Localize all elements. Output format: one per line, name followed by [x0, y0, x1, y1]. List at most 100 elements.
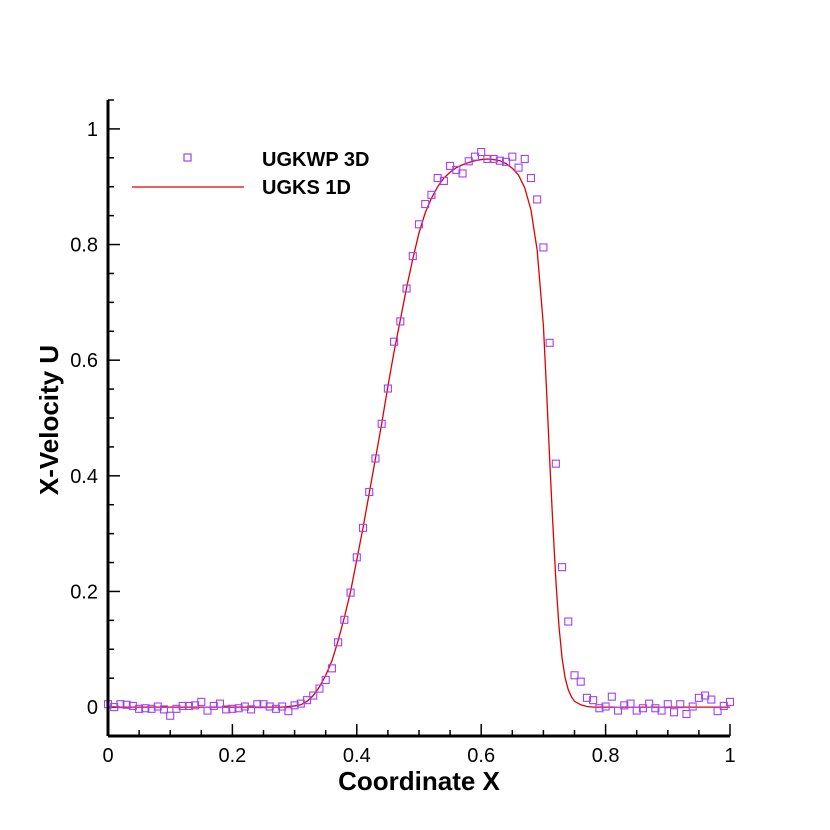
data-point [514, 163, 523, 172]
marker-series [103, 147, 735, 720]
data-point [638, 704, 647, 713]
data-point [365, 487, 374, 497]
data-point [321, 675, 330, 684]
data-point [402, 284, 411, 293]
data-point [620, 701, 629, 710]
data-point [414, 220, 424, 229]
x-tick-label: 0 [102, 745, 113, 767]
data-point [184, 701, 193, 710]
data-point [564, 617, 573, 626]
data-point [122, 700, 131, 709]
legend-marker-symbol [183, 153, 192, 162]
data-point [607, 692, 616, 701]
data-point [247, 705, 256, 714]
y-axis-title: X-Velocity U [34, 345, 64, 495]
x-tick-label: 1 [724, 745, 735, 767]
data-point [427, 190, 436, 199]
axes [106, 100, 730, 738]
x-tick-label: 0.6 [467, 745, 495, 767]
data-point [234, 704, 243, 713]
data-point [116, 700, 125, 709]
data-point [340, 615, 349, 624]
data-point [508, 152, 517, 161]
data-point [645, 699, 654, 708]
data-point [327, 664, 336, 673]
y-tick-label: 0 [87, 697, 98, 719]
data-point [396, 317, 405, 326]
data-point [551, 459, 560, 468]
data-point [632, 706, 641, 715]
data-point [209, 701, 218, 710]
data-point [470, 152, 480, 161]
data-point [477, 147, 486, 157]
data-point [135, 704, 144, 713]
data-point [141, 704, 150, 713]
data-point [172, 704, 181, 713]
x-axis-title: Coordinate X [338, 766, 500, 796]
data-point [682, 709, 691, 719]
data-point [284, 707, 293, 716]
data-point [502, 157, 511, 166]
data-point [601, 702, 610, 711]
tick-labels: 0 0.2 0.4 0.6 0.8 1 0 0.2 0.4 0.6 0.8 1 [70, 119, 735, 767]
data-point [713, 707, 722, 716]
y-tick-label: 0.6 [70, 350, 98, 372]
data-point [215, 699, 225, 708]
data-point [613, 706, 623, 715]
data-point [570, 671, 579, 680]
data-point [421, 200, 430, 209]
data-point [128, 701, 137, 710]
data-point [358, 523, 368, 532]
data-point [203, 706, 212, 715]
data-point [533, 195, 542, 204]
y-tick-label: 0.8 [70, 235, 98, 257]
data-point [558, 563, 567, 572]
y-tick-label: 0.2 [70, 581, 98, 603]
x-tick-label: 0.4 [343, 745, 371, 767]
data-point [334, 638, 343, 647]
data-point [228, 704, 237, 713]
data-point [265, 702, 274, 711]
data-point [159, 705, 169, 714]
data-point [240, 702, 249, 711]
data-point [582, 693, 591, 702]
data-point [178, 701, 187, 710]
data-point [346, 588, 355, 597]
y-tick-label: 1 [87, 119, 98, 141]
data-point [271, 704, 280, 713]
data-point [663, 700, 672, 709]
data-point [688, 702, 697, 711]
data-point [495, 156, 504, 165]
data-point [390, 337, 399, 346]
data-point [408, 252, 417, 261]
data-point [197, 697, 206, 706]
data-point [259, 700, 268, 709]
legend-label-line: UGKS 1D [262, 177, 351, 199]
data-point [464, 157, 473, 166]
data-point [526, 174, 536, 183]
y-tick-label: 0.4 [70, 466, 98, 488]
data-point [458, 169, 467, 178]
data-point [576, 677, 585, 686]
data-point [439, 176, 448, 185]
x-tick-label: 0.2 [218, 745, 246, 767]
line-series [108, 158, 730, 708]
x-tick-label: 0.8 [592, 745, 620, 767]
data-point [725, 697, 735, 706]
data-point [595, 704, 604, 713]
data-point [110, 703, 119, 712]
data-point [302, 696, 312, 705]
data-point [520, 154, 529, 164]
data-point [290, 701, 299, 710]
data-point [371, 454, 380, 463]
data-point [383, 384, 392, 393]
data-point [676, 700, 685, 709]
data-point [153, 702, 162, 711]
data-point [657, 706, 666, 715]
data-point [483, 154, 492, 164]
data-point [545, 338, 554, 347]
data-point [147, 704, 156, 713]
data-point [539, 243, 548, 252]
data-point [253, 700, 262, 709]
data-point [166, 711, 175, 720]
